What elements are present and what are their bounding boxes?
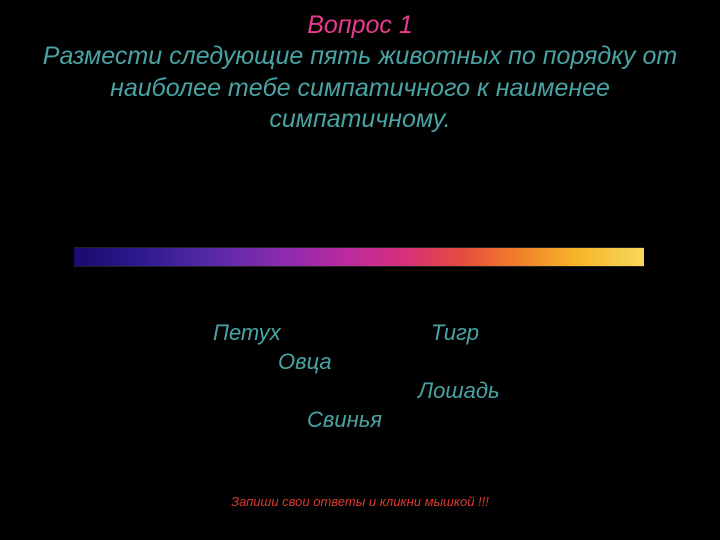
title-block: Вопрос 1 Размести следующие пять животны…: [0, 10, 720, 135]
footer-instruction: Запиши свои ответы и кликни мышкой !!!: [0, 494, 720, 509]
animal-item-rooster: Петух: [213, 320, 281, 346]
animal-item-pig: Свинья: [307, 407, 382, 433]
animal-item-horse: Лошадь: [418, 378, 500, 404]
question-number: Вопрос 1: [0, 10, 720, 41]
gradient-divider: [74, 247, 644, 267]
question-text: Размести следующие пять животных по поря…: [0, 41, 720, 135]
animal-item-tiger: Тигр: [431, 320, 479, 346]
slide: Вопрос 1 Размести следующие пять животны…: [0, 0, 720, 540]
animal-item-sheep: Овца: [278, 349, 332, 375]
